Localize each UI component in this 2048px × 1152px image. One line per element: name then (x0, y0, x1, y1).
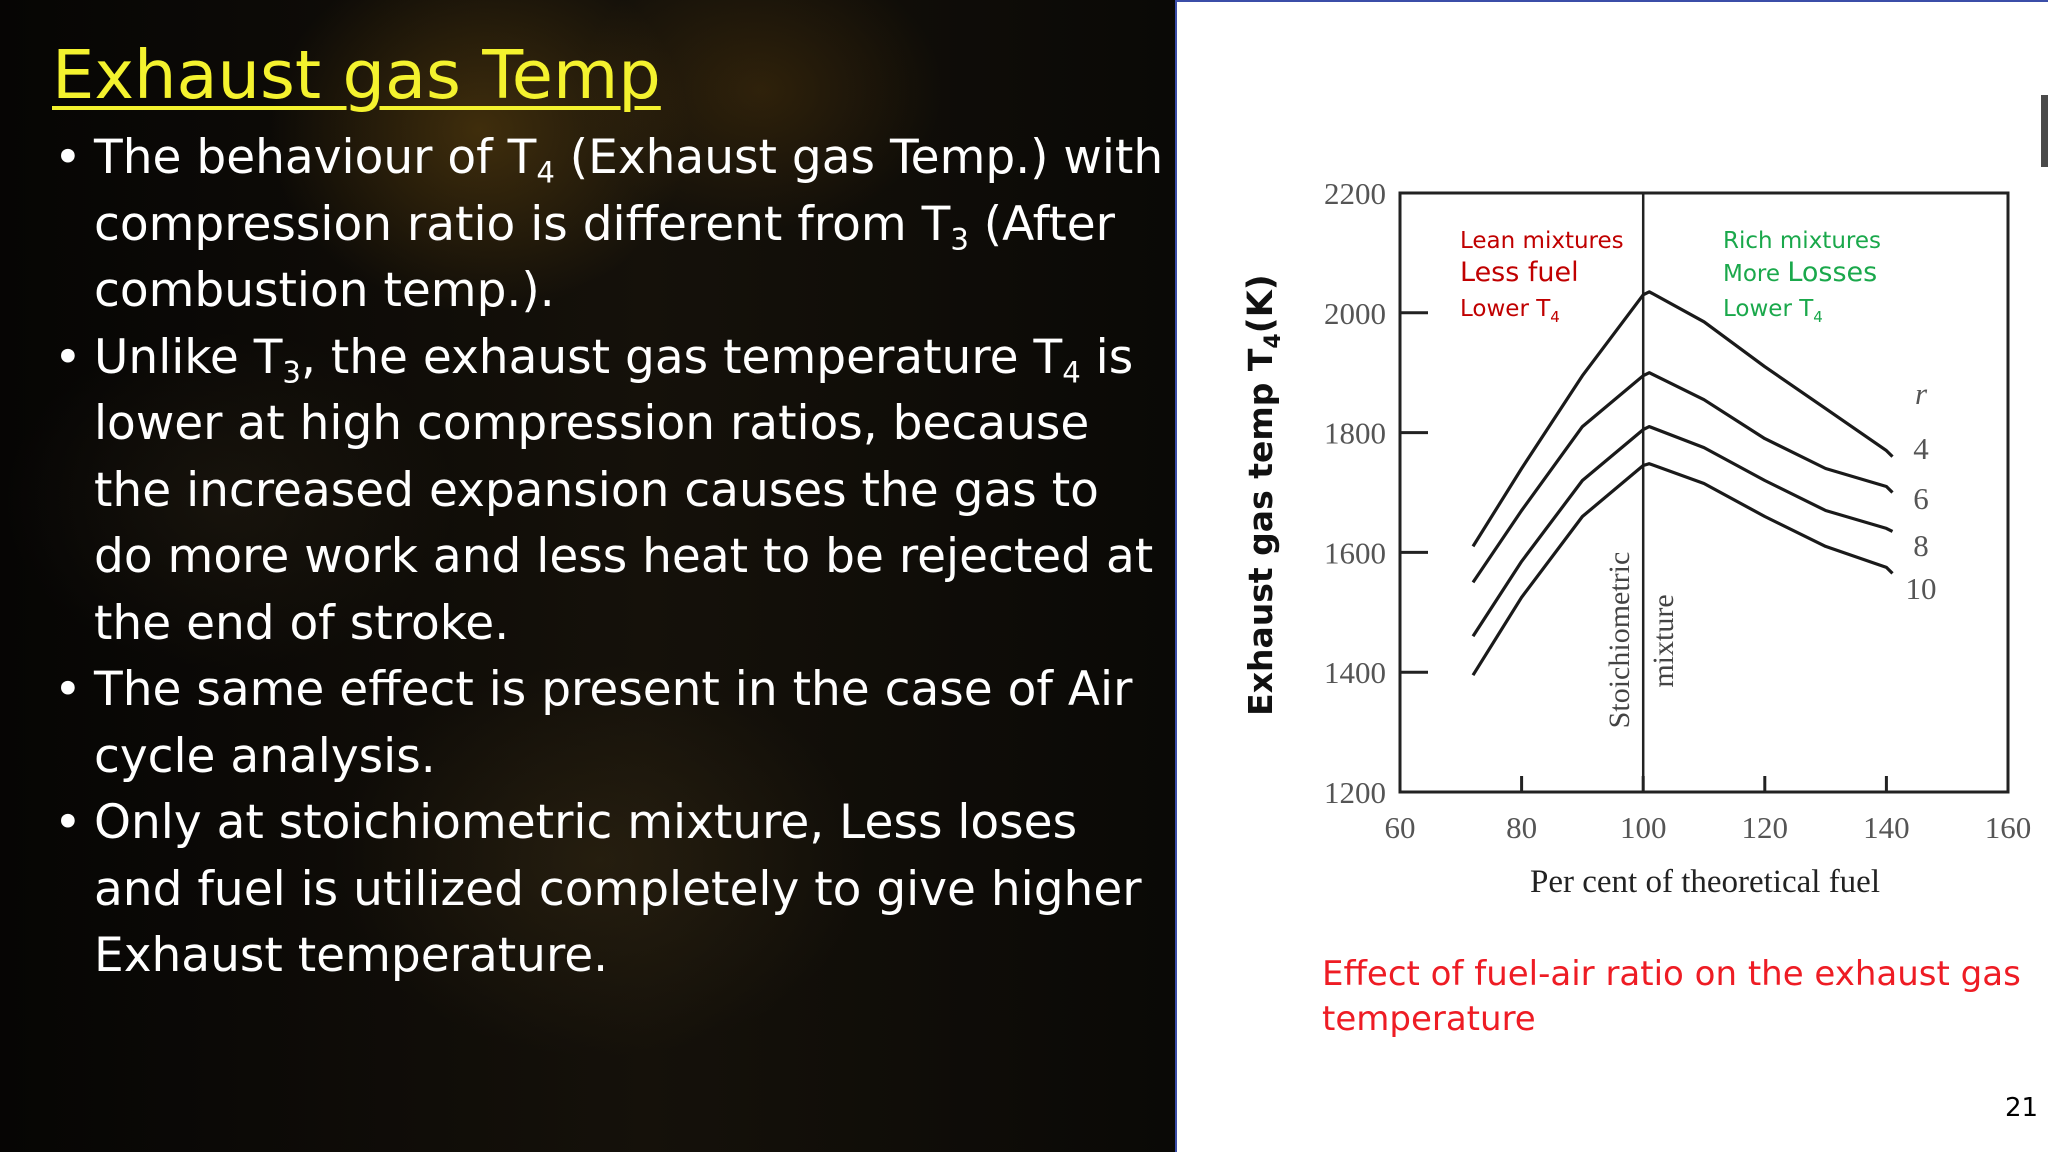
y-tick-label: 1400 (1324, 655, 1386, 690)
subscript: 4 (1813, 308, 1823, 326)
rich-mixtures-label: Rich mixtures (1723, 228, 1881, 254)
bullet-text: Only at stoichiometric mixture, Less los… (94, 795, 1142, 983)
slide-title: Exhaust gas Temp (52, 36, 661, 114)
lower-t4-rich-label: Lower T4 (1723, 296, 1823, 326)
slide-background (0, 0, 1175, 1152)
scrollbar-thumb[interactable] (2041, 95, 2048, 167)
bullet-text: (Exhaust gas Temp.) with compression rat… (94, 130, 1164, 252)
panel-top-border (1175, 0, 2048, 2)
bullet-dot: • (54, 662, 82, 717)
lower-t4-text: Lower T (1723, 296, 1814, 322)
lower-t4-lean-label: Lower T4 (1460, 296, 1560, 326)
series-line-r8 (1471, 425, 1894, 638)
stoichiometric-label: Stoichiometric (1603, 552, 1636, 729)
lower-t4-text: Lower T (1460, 296, 1551, 322)
legend-label-r10: 10 (1906, 571, 1937, 606)
subscript: 4 (1261, 333, 1286, 348)
mixture-label: mixture (1647, 594, 1680, 687)
page-number: 21 (2005, 1093, 2039, 1123)
figure-caption: Effect of fuel-air ratio on the exhaust … (1322, 954, 2021, 1039)
y-axis-label: Exhaust gas temp T4(K) (1241, 274, 1286, 716)
subscript: 4 (1550, 308, 1560, 326)
less-fuel-label: Less fuel (1460, 257, 1579, 288)
bullet-item: • Only at stoichiometric mixture, Less lo… (48, 790, 1168, 990)
bullet-item: • The behaviour of T4 (Exhaust gas Temp.)… (48, 125, 1168, 325)
legend-title: r (1915, 376, 1928, 411)
ylabel-text: Exhaust gas temp T (1241, 348, 1280, 716)
x-axis-label: Per cent of theoretical fuel (1530, 864, 1880, 900)
y-tick-label: 2000 (1324, 296, 1386, 331)
x-tick-label: 100 (1620, 810, 1667, 845)
x-tick-label: 160 (1985, 810, 2032, 845)
series-line-r10 (1471, 462, 1894, 677)
bullet-dot: • (54, 329, 82, 385)
bullet-item: • The same effect is present in the case … (48, 657, 1168, 790)
legend-label-r4: 4 (1913, 431, 1929, 466)
bullet-text: is lower at high compression ratios, bec… (94, 329, 1154, 651)
losses-text: Losses (1787, 257, 1877, 288)
y-tick-label: 1600 (1324, 535, 1386, 570)
x-tick-label: 80 (1506, 810, 1537, 845)
subscript: 3 (282, 354, 301, 389)
subscript: 3 (950, 221, 969, 256)
exhaust-temp-chart: Stoichiometric mixture 1200 1400 1600 1800 20… (1241, 176, 2032, 900)
bullet-text: , the exhaust gas temperature T (300, 329, 1063, 385)
y-tick-label: 1800 (1324, 416, 1386, 451)
bullet-text: The behaviour of T (94, 130, 537, 185)
subscript: 4 (536, 155, 555, 190)
subscript: 4 (1062, 354, 1081, 389)
series-line-r6 (1471, 371, 1894, 584)
legend-label-r8: 8 (1913, 528, 1929, 563)
x-tick-label: 120 (1742, 810, 1789, 845)
bullet-dot: • (54, 795, 82, 850)
x-tick-label: 60 (1385, 810, 1416, 845)
bullet-dot: • (54, 130, 82, 185)
legend-label-r6: 6 (1913, 481, 1929, 516)
lean-mixtures-label: Lean mixtures (1460, 228, 1624, 254)
y-tick-label: 2200 (1324, 176, 1386, 211)
ylabel-suffix: (K) (1241, 274, 1281, 333)
more-losses-label: More Losses (1723, 257, 1877, 288)
bullet-text: Unlike T (94, 329, 283, 385)
bullet-text: (After combustion temp.). (94, 196, 1115, 319)
x-tick-label: 140 (1863, 810, 1910, 845)
bullet-text: The same effect is present in the case o… (94, 662, 1133, 784)
bullet-item: • Unlike T3, the exhaust gas temperature … (48, 325, 1168, 658)
bullet-list: • The behaviour of T4 (Exhaust gas Temp.)… (48, 125, 1168, 990)
plot-frame (1398, 191, 2010, 794)
series-line-r4 (1471, 290, 1894, 548)
y-tick-label: 1200 (1324, 775, 1386, 810)
more-text: More (1723, 261, 1787, 287)
